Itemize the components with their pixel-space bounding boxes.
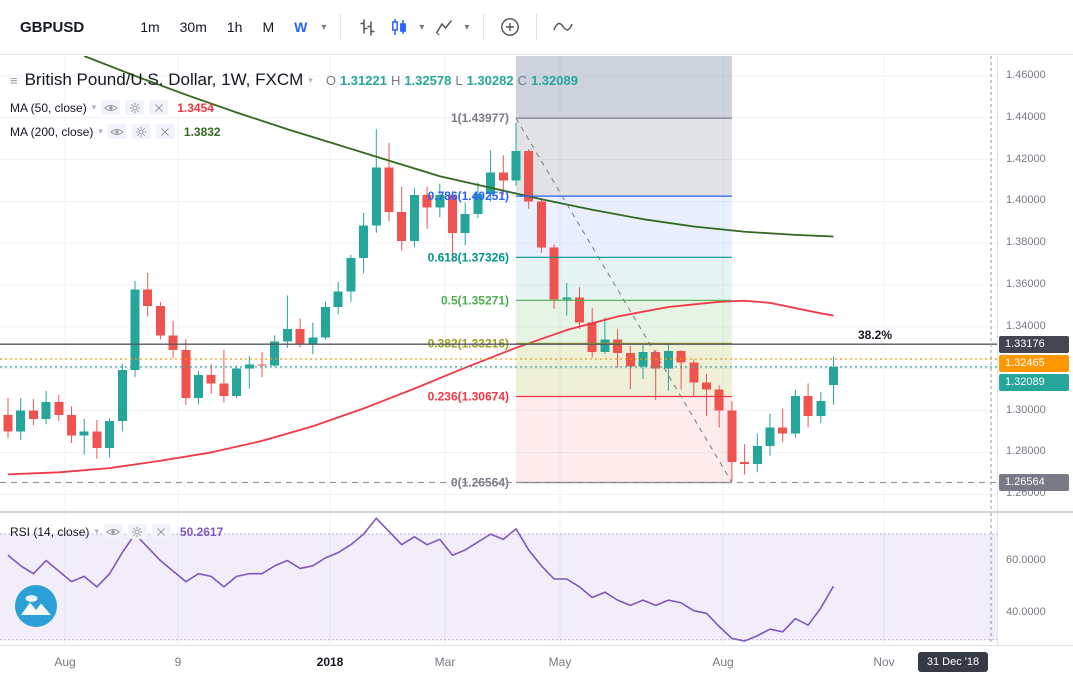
time-tick-label: Mar bbox=[434, 655, 456, 669]
interval-1m-button[interactable]: 1m bbox=[140, 19, 160, 35]
line-chart-type-icon[interactable] bbox=[428, 11, 460, 43]
alert-price-line-badge: 1.32465 bbox=[999, 355, 1069, 373]
settings-gear-icon[interactable] bbox=[125, 100, 145, 115]
settings-gear-icon[interactable] bbox=[131, 124, 151, 139]
main-gridlines bbox=[0, 56, 997, 511]
price-tick-label: 1.42000 bbox=[1006, 152, 1046, 165]
toolbar-divider bbox=[536, 14, 538, 40]
time-tick-label: Aug bbox=[54, 655, 76, 669]
line-type-chevron-down-icon[interactable]: ▾ bbox=[464, 21, 470, 33]
price-tick-label: 1.38000 bbox=[1006, 236, 1046, 249]
close-icon[interactable] bbox=[149, 100, 169, 115]
ma200-value: 1.3832 bbox=[183, 124, 221, 139]
price-tick-label: 1.30000 bbox=[1006, 403, 1046, 416]
fib-zero-extension-line-badge: 1.26564 bbox=[999, 474, 1069, 492]
rsi-chart-canvas[interactable] bbox=[0, 513, 997, 645]
ohlc-close-value: 1.32089 bbox=[530, 72, 578, 88]
ma50-label: MA (50, close) bbox=[10, 100, 87, 115]
price-tick-label: 1.44000 bbox=[1006, 110, 1046, 123]
fib-level-label: 0.382(1.33216) bbox=[428, 336, 509, 350]
indicator-curve-icon[interactable] bbox=[547, 11, 579, 43]
fib-level-label: 0(1.26564) bbox=[451, 475, 509, 489]
price-tick-label: 1.40000 bbox=[1006, 194, 1046, 207]
candlesticks[interactable] bbox=[3, 122, 839, 482]
fib-level-label: 0.5(1.35271) bbox=[441, 293, 509, 307]
ohlc-low-label: L bbox=[455, 72, 463, 88]
candlestick-chart-type-icon[interactable] bbox=[383, 11, 415, 43]
time-tick-label: 2018 bbox=[316, 655, 344, 669]
chart-watermark-logo[interactable] bbox=[14, 584, 58, 633]
pane-separator[interactable] bbox=[0, 511, 1073, 513]
eye-icon[interactable] bbox=[101, 100, 121, 115]
settings-gear-icon[interactable] bbox=[127, 524, 147, 539]
legend-menu-icon[interactable]: ≡ bbox=[10, 72, 18, 88]
price-tick-label: 1.46000 bbox=[1006, 68, 1046, 81]
interval-1h-button[interactable]: 1h bbox=[226, 19, 243, 35]
compare-add-icon[interactable] bbox=[494, 11, 526, 43]
chevron-down-icon[interactable]: ▾ bbox=[91, 102, 97, 112]
bar-chart-type-icon[interactable] bbox=[351, 11, 383, 43]
price-tick-label: 1.36000 bbox=[1006, 278, 1046, 291]
main-chart-canvas[interactable]: 1(1.43977) 0.786(1.40251) 0.618(1.37326) 0.… bbox=[0, 56, 997, 511]
price-tick-label: 1.34000 bbox=[1006, 319, 1046, 332]
chevron-down-icon[interactable]: ▾ bbox=[98, 126, 103, 136]
time-scale[interactable]: Aug 9 2018 Mar May Aug Nov 31 Dec '18 bbox=[0, 645, 1073, 679]
ma200-legend-row: MA (200, close) ▾ 1.3832 bbox=[10, 124, 221, 139]
top-toolbar: GBPUSD 1m 30m 1h M W ▾ ▾ ▾ bbox=[0, 0, 1073, 55]
time-tick-label: 9 bbox=[174, 655, 182, 669]
close-icon[interactable] bbox=[151, 524, 171, 539]
toolbar-divider bbox=[483, 14, 485, 40]
fib-level-label: 0.236(1.30674) bbox=[428, 389, 509, 403]
close-icon[interactable] bbox=[155, 124, 175, 139]
fib-retracement-bands[interactable] bbox=[516, 56, 732, 483]
price-tick-label: 1.28000 bbox=[1006, 445, 1046, 458]
ma50-legend-row: MA (50, close) ▾ 1.3454 bbox=[10, 100, 214, 115]
rsi-band bbox=[0, 534, 997, 640]
chevron-down-icon[interactable]: ▾ bbox=[94, 526, 99, 536]
rsi-label: RSI (14, close) bbox=[10, 524, 90, 539]
interval-30m-button[interactable]: 30m bbox=[179, 19, 207, 35]
retracement-percent-label: 38.2% bbox=[858, 328, 892, 342]
main-legend-title-row: ≡ British Pound/U.S. Dollar, 1W, FXCM ▾ … bbox=[10, 70, 578, 90]
fib-retracement-levels[interactable]: 1(1.43977) 0.786(1.40251) 0.618(1.37326) 0.… bbox=[428, 111, 733, 489]
fib-level-label: 0.786(1.40251) bbox=[428, 189, 509, 203]
interval-chevron-down-icon[interactable]: ▾ bbox=[321, 21, 327, 33]
time-tick-label: May bbox=[548, 655, 572, 669]
retracement-38-line-badge: 1.33176 bbox=[999, 336, 1069, 354]
time-tick-label: Aug bbox=[712, 655, 734, 669]
chart-type-chevron-down-icon[interactable]: ▾ bbox=[419, 21, 425, 33]
interval-1M-button[interactable]: M bbox=[262, 19, 275, 35]
ma200-line[interactable] bbox=[83, 56, 834, 238]
eye-icon[interactable] bbox=[103, 524, 123, 539]
fib-base-trendline[interactable] bbox=[515, 117, 733, 483]
rsi-value: 50.2617 bbox=[179, 524, 224, 539]
last-bar-date-badge: 31 Dec '18 bbox=[918, 652, 988, 672]
rsi-line[interactable] bbox=[7, 517, 835, 642]
ma50-line[interactable] bbox=[7, 299, 834, 476]
ohlc-high-label: H bbox=[390, 72, 401, 88]
ohlc-high-value: 1.32578 bbox=[404, 72, 452, 88]
price-tick-label: 40.0000 bbox=[1006, 606, 1046, 619]
interval-1W-button[interactable]: W bbox=[294, 19, 308, 35]
price-scale[interactable]: 1.46000 1.44000 1.42000 1.40000 1.38000 1.360… bbox=[997, 56, 1073, 645]
current-price-line-badge: 1.32089 bbox=[999, 374, 1069, 392]
ohlc-open-value: 1.31221 bbox=[339, 72, 387, 88]
fib-level-label: 0.618(1.37326) bbox=[428, 250, 509, 264]
ohlc-open-label: O bbox=[325, 72, 336, 88]
symbol-button[interactable]: GBPUSD bbox=[20, 18, 85, 36]
fib-level-label: 1(1.43977) bbox=[451, 111, 509, 125]
price-tick-label: 60.0000 bbox=[1006, 553, 1046, 566]
title-chevron-down-icon[interactable]: ▾ bbox=[308, 74, 313, 85]
ohlc-close-label: C bbox=[517, 72, 527, 88]
ma200-label: MA (200, close) bbox=[10, 124, 94, 139]
ma50-value: 1.3454 bbox=[177, 100, 214, 115]
rsi-legend-row: RSI (14, close) ▾ 50.2617 bbox=[10, 524, 223, 539]
time-tick-label: Nov bbox=[873, 655, 895, 669]
ohlc-low-value: 1.30282 bbox=[466, 72, 514, 88]
toolbar-divider bbox=[340, 14, 342, 40]
ohlc-readout: O 1.31221 H 1.32578 L 1.30282 C 1.32089 bbox=[326, 73, 578, 88]
eye-icon[interactable] bbox=[107, 124, 127, 139]
chart-title: British Pound/U.S. Dollar, 1W, FXCM bbox=[24, 70, 304, 89]
